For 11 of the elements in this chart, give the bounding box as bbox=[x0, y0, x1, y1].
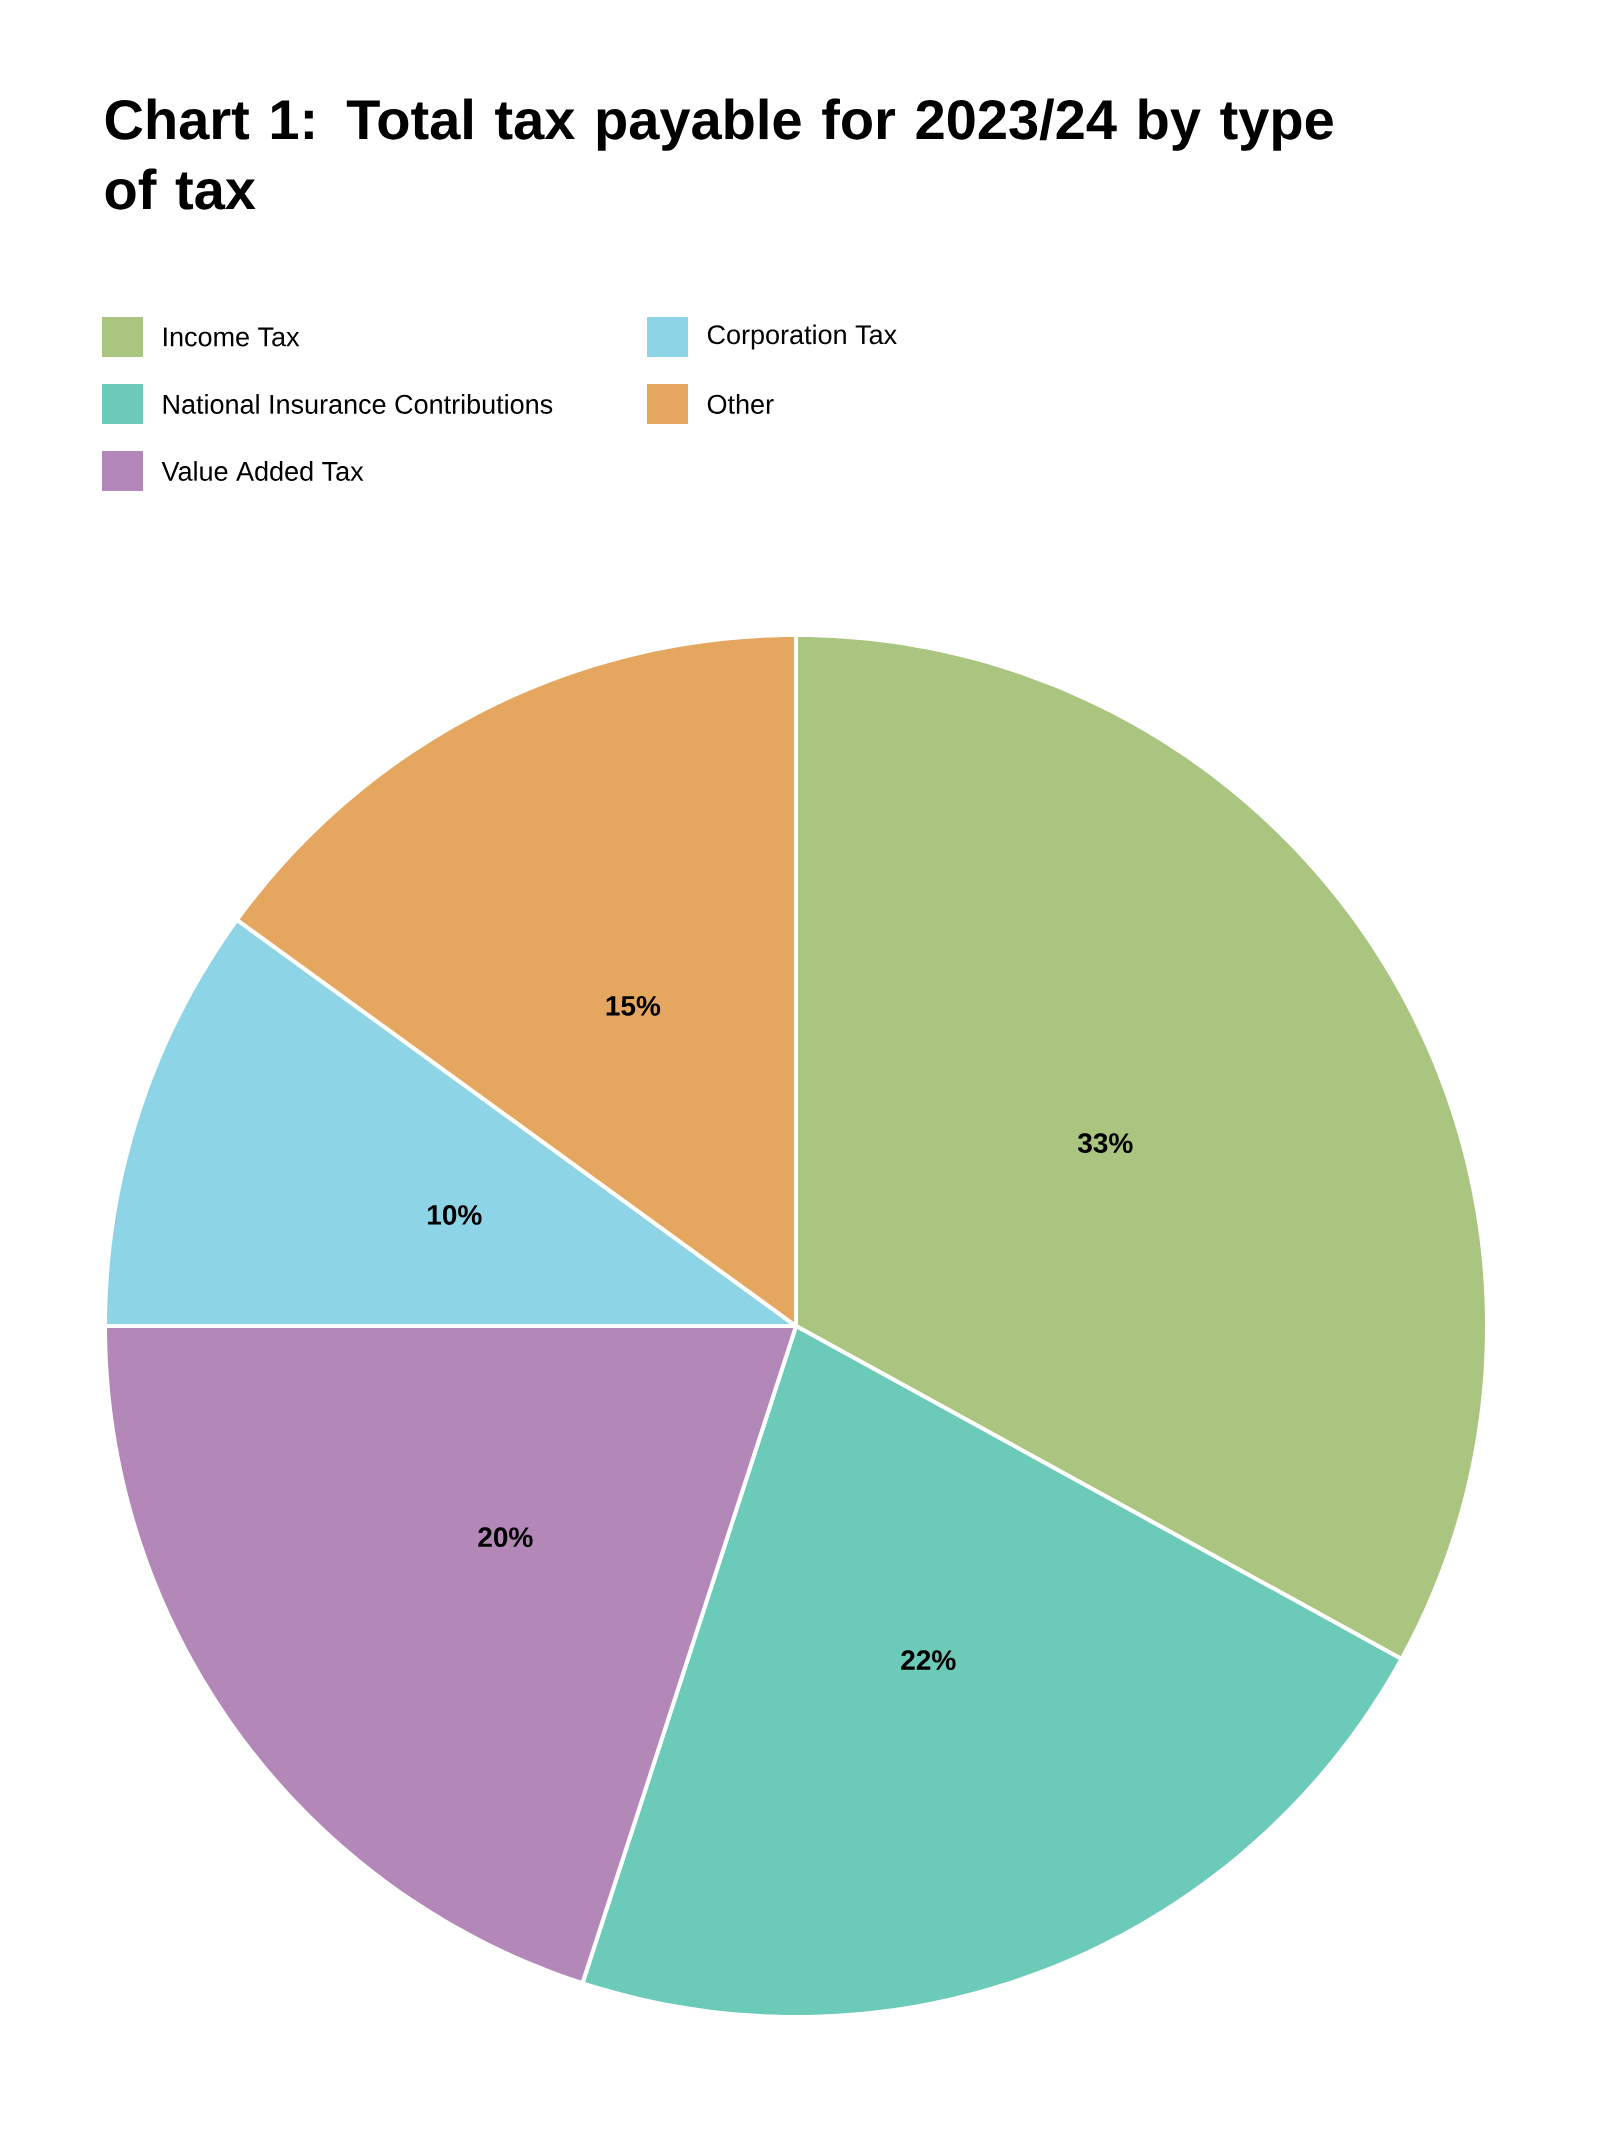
legend-label: Corporation Tax bbox=[707, 324, 897, 350]
data-label: 22% bbox=[901, 1650, 956, 1670]
data-label: 15% bbox=[606, 995, 661, 1016]
data-label: 10% bbox=[428, 1205, 482, 1225]
legend-label: Other bbox=[707, 394, 774, 414]
data-label: 20% bbox=[478, 1527, 533, 1548]
chart-title: Chart 1: Total tax payable for 2023/24 by type of tax bbox=[105, 98, 1333, 210]
legend-label: Income Tax bbox=[164, 327, 300, 347]
data-label: 33% bbox=[1077, 1133, 1133, 1154]
legend-label: Value Added Tax bbox=[161, 461, 364, 481]
legend-label: National Insurance Contributions bbox=[163, 394, 553, 414]
